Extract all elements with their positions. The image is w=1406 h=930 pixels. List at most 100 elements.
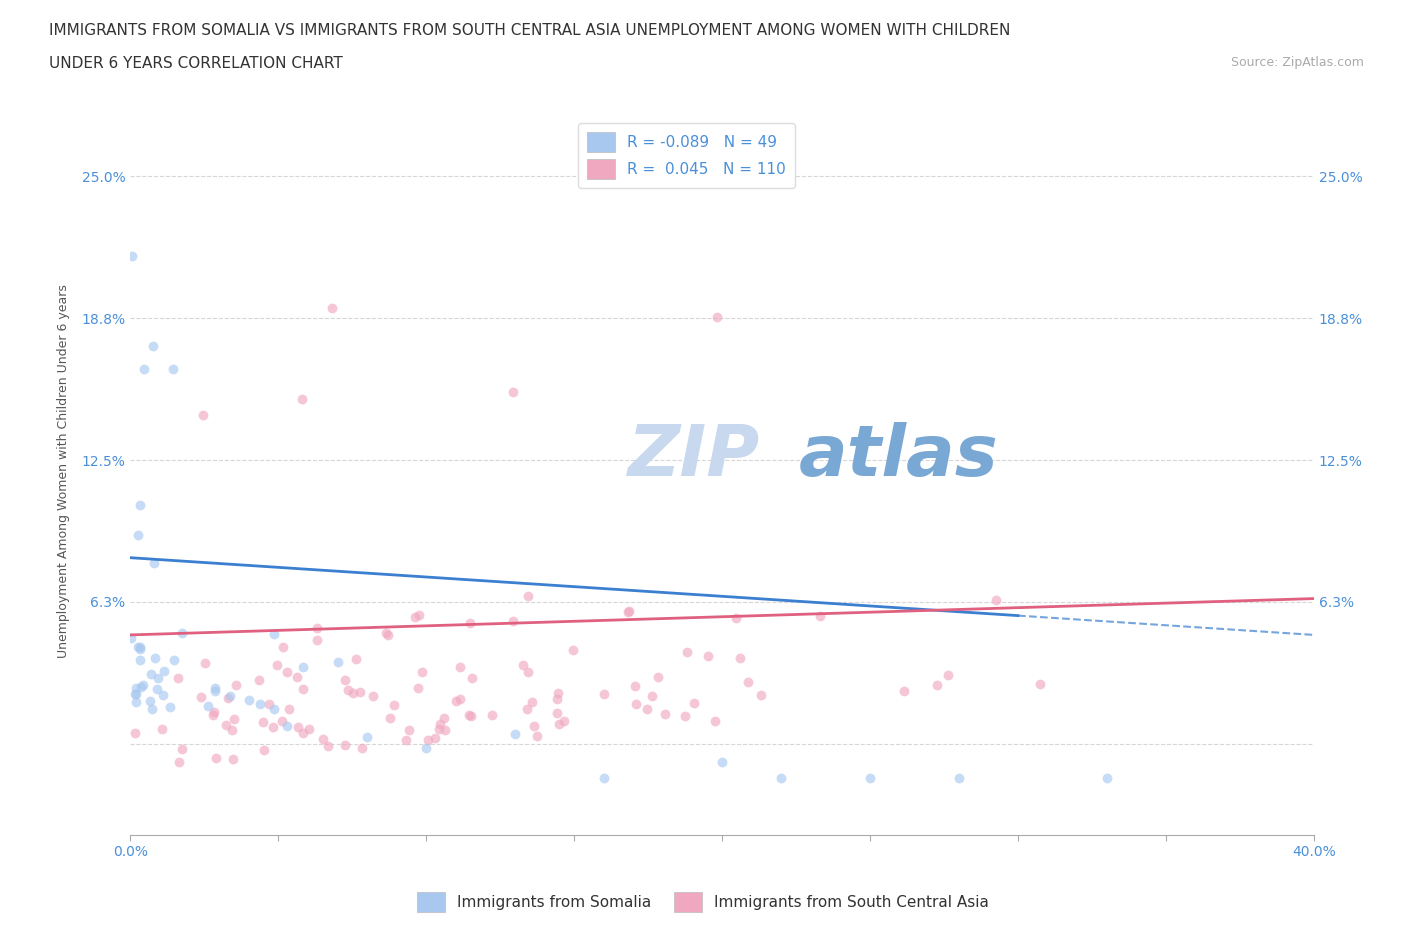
Point [276,665,298,680]
Point [548,716,571,731]
Point [986,592,1008,607]
Point [204,684,226,698]
Point [377,628,399,643]
Point [398,723,420,737]
Point [290,392,312,406]
Point [408,608,430,623]
Point [654,707,676,722]
Point [503,727,526,742]
Point [128,653,150,668]
Point [704,713,727,728]
Point [298,722,321,737]
Text: IMMIGRANTS FROM SOMALIA VS IMMIGRANTS FROM SOUTH CENTRAL ASIA UNEMPLOYMENT AMONG: IMMIGRANTS FROM SOMALIA VS IMMIGRANTS FR… [49,23,1011,38]
Text: Source: ZipAtlas.com: Source: ZipAtlas.com [1230,56,1364,69]
Point [150,722,173,737]
Point [204,680,226,695]
Point [262,720,284,735]
Point [404,609,426,624]
Text: UNDER 6 YEARS CORRELATION CHART: UNDER 6 YEARS CORRELATION CHART [49,56,343,71]
Point [249,697,271,711]
Point [948,771,970,786]
Point [221,751,243,766]
Point [350,740,373,755]
Point [266,658,288,672]
Point [356,729,378,744]
Point [706,310,728,325]
Text: atlas: atlas [799,422,998,491]
Point [221,723,243,737]
Point [142,339,165,354]
Point [167,671,190,685]
Point [592,771,614,786]
Point [1095,771,1118,786]
Point [502,384,524,399]
Point [159,699,181,714]
Point [380,711,402,726]
Point [344,652,367,667]
Point [263,702,285,717]
Point [291,659,314,674]
Point [217,690,239,705]
Point [124,725,146,740]
Point [433,723,456,737]
Point [449,691,471,706]
Point [547,685,569,700]
Point [728,650,751,665]
Point [737,675,759,690]
Point [335,672,357,687]
Point [449,659,471,674]
Point [139,667,162,682]
Point [624,697,647,711]
Point [617,604,640,618]
Point [141,702,163,717]
Point [711,755,734,770]
Point [444,694,467,709]
Point [893,684,915,698]
Point [292,681,315,696]
Point [617,604,640,619]
Point [214,718,236,733]
Point [337,683,360,698]
Point [120,631,142,645]
Point [285,670,308,684]
Point [546,706,568,721]
Point [523,718,546,733]
Point [224,711,246,726]
Point [271,640,294,655]
Point [427,722,450,737]
Point [291,725,314,740]
Point [363,689,385,704]
Point [458,616,481,631]
Point [124,686,146,701]
Point [411,665,433,680]
Point [517,665,540,680]
Point [553,713,575,728]
Point [202,708,225,723]
Point [512,658,534,672]
Point [134,362,156,377]
Point [170,626,193,641]
Point [132,678,155,693]
Point [129,679,152,694]
Point [927,677,949,692]
Y-axis label: Unemployment Among Women with Children Under 6 years: Unemployment Among Women with Children U… [58,285,70,658]
Point [129,498,152,513]
Point [190,690,212,705]
Point [305,632,328,647]
Point [636,701,658,716]
Point [423,731,446,746]
Point [333,737,356,752]
Legend: Immigrants from Somalia, Immigrants from South Central Asia: Immigrants from Somalia, Immigrants from… [411,886,995,918]
Point [415,740,437,755]
Point [225,677,247,692]
Point [202,705,225,720]
Point [259,697,281,711]
Point [252,743,274,758]
Point [139,693,162,708]
Point [143,556,166,571]
Point [287,720,309,735]
Point [395,733,418,748]
Point [271,713,294,728]
Point [349,684,371,699]
Text: ZIP: ZIP [627,422,759,491]
